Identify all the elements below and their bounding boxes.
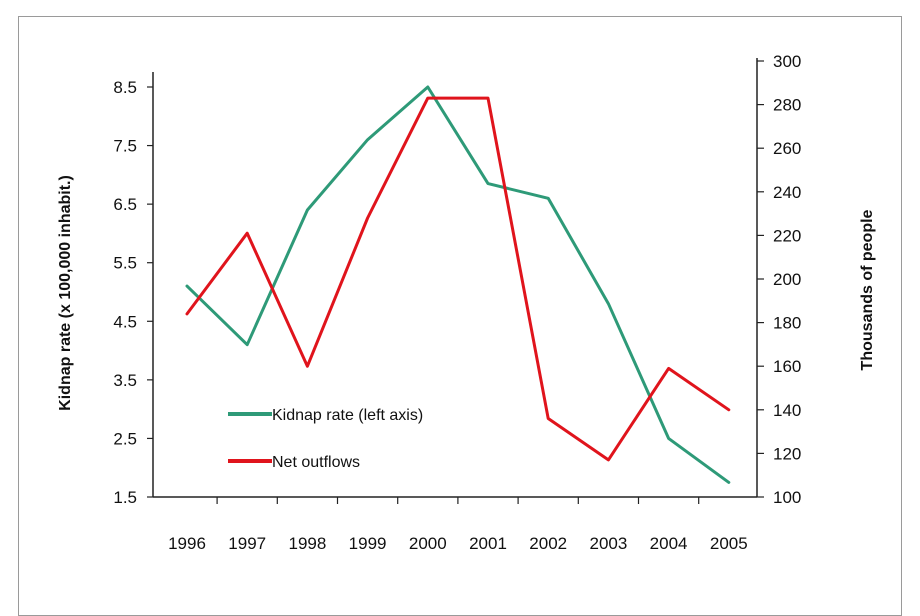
left-tick-label: 3.5 (113, 371, 137, 390)
x-tick-label: 1997 (228, 534, 266, 553)
right-tick-label: 240 (773, 183, 801, 202)
right-tick-label: 260 (773, 139, 801, 158)
series-line-kidnap-rate-left-axis (187, 87, 729, 482)
right-tick-label: 140 (773, 401, 801, 420)
right-tick-label: 280 (773, 96, 801, 115)
x-tick-label: 2005 (710, 534, 748, 553)
x-tick-label: 2001 (469, 534, 507, 553)
x-tick-label: 1996 (168, 534, 206, 553)
left-tick-label: 5.5 (113, 254, 137, 273)
legend: Kidnap rate (left axis) Net outflows (228, 407, 423, 471)
x-axis-ticks: 1996 1997 1998 1999 2000 2001 2002 2003 2004 2005 (168, 497, 748, 553)
legend-label-net-outflows: Net outflows (272, 454, 360, 471)
left-tick-label: 6.5 (113, 195, 137, 214)
x-tick-label: 1999 (349, 534, 387, 553)
right-tick-label: 160 (773, 357, 801, 376)
left-tick-label: 4.5 (113, 312, 137, 331)
right-tick-label: 100 (773, 488, 801, 507)
left-tick-label: 2.5 (113, 429, 137, 448)
right-tick-label: 120 (773, 444, 801, 463)
legend-label-kidnap-rate: Kidnap rate (left axis) (272, 407, 423, 424)
x-tick-label: 2003 (589, 534, 627, 553)
right-tick-label: 220 (773, 226, 801, 245)
left-tick-label: 8.5 (113, 78, 137, 97)
right-tick-label: 180 (773, 314, 801, 333)
left-tick-label: 1.5 (113, 488, 137, 507)
left-axis-title: Kidnap rate (x 100,000 inhabit.) (57, 175, 74, 411)
right-tick-label: 300 (773, 52, 801, 71)
x-tick-label: 2004 (650, 534, 688, 553)
x-tick-label: 2002 (529, 534, 567, 553)
right-axis-title: Thousands of people (859, 209, 876, 370)
x-tick-label: 1998 (288, 534, 326, 553)
left-axis-ticks: 1.5 2.5 3.5 4.5 5.5 6.5 7.5 8.5 (113, 78, 153, 507)
right-axis-ticks: 100 120 140 160 180 200 220 240 260 280 300 (757, 52, 801, 507)
series-line-net-outflows (187, 98, 729, 460)
x-tick-label: 2000 (409, 534, 447, 553)
series-layer (187, 87, 729, 483)
right-tick-label: 200 (773, 270, 801, 289)
left-tick-label: 7.5 (113, 137, 137, 156)
chart-canvas: 1.5 2.5 3.5 4.5 5.5 6.5 7.5 8.5 100 120 140 160 180… (0, 0, 920, 594)
